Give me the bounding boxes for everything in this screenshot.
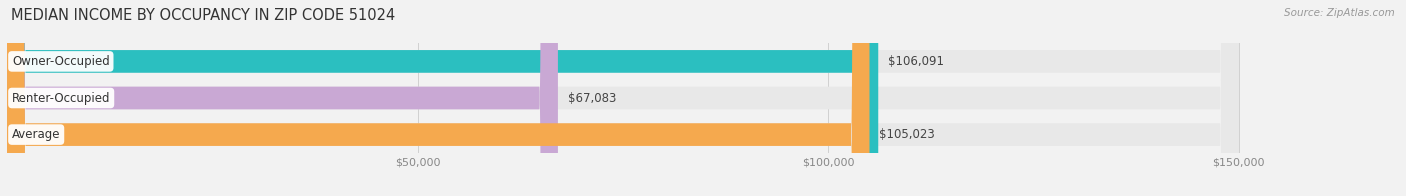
Text: $106,091: $106,091: [889, 55, 943, 68]
Text: Average: Average: [13, 128, 60, 141]
Text: MEDIAN INCOME BY OCCUPANCY IN ZIP CODE 51024: MEDIAN INCOME BY OCCUPANCY IN ZIP CODE 5…: [11, 8, 395, 23]
Text: Owner-Occupied: Owner-Occupied: [13, 55, 110, 68]
FancyBboxPatch shape: [7, 0, 879, 196]
FancyBboxPatch shape: [7, 0, 1239, 196]
FancyBboxPatch shape: [7, 0, 1239, 196]
FancyBboxPatch shape: [7, 0, 558, 196]
Text: Source: ZipAtlas.com: Source: ZipAtlas.com: [1284, 8, 1395, 18]
Text: $105,023: $105,023: [879, 128, 935, 141]
Text: $67,083: $67,083: [568, 92, 616, 104]
FancyBboxPatch shape: [7, 0, 1239, 196]
FancyBboxPatch shape: [7, 0, 869, 196]
Text: Renter-Occupied: Renter-Occupied: [13, 92, 111, 104]
